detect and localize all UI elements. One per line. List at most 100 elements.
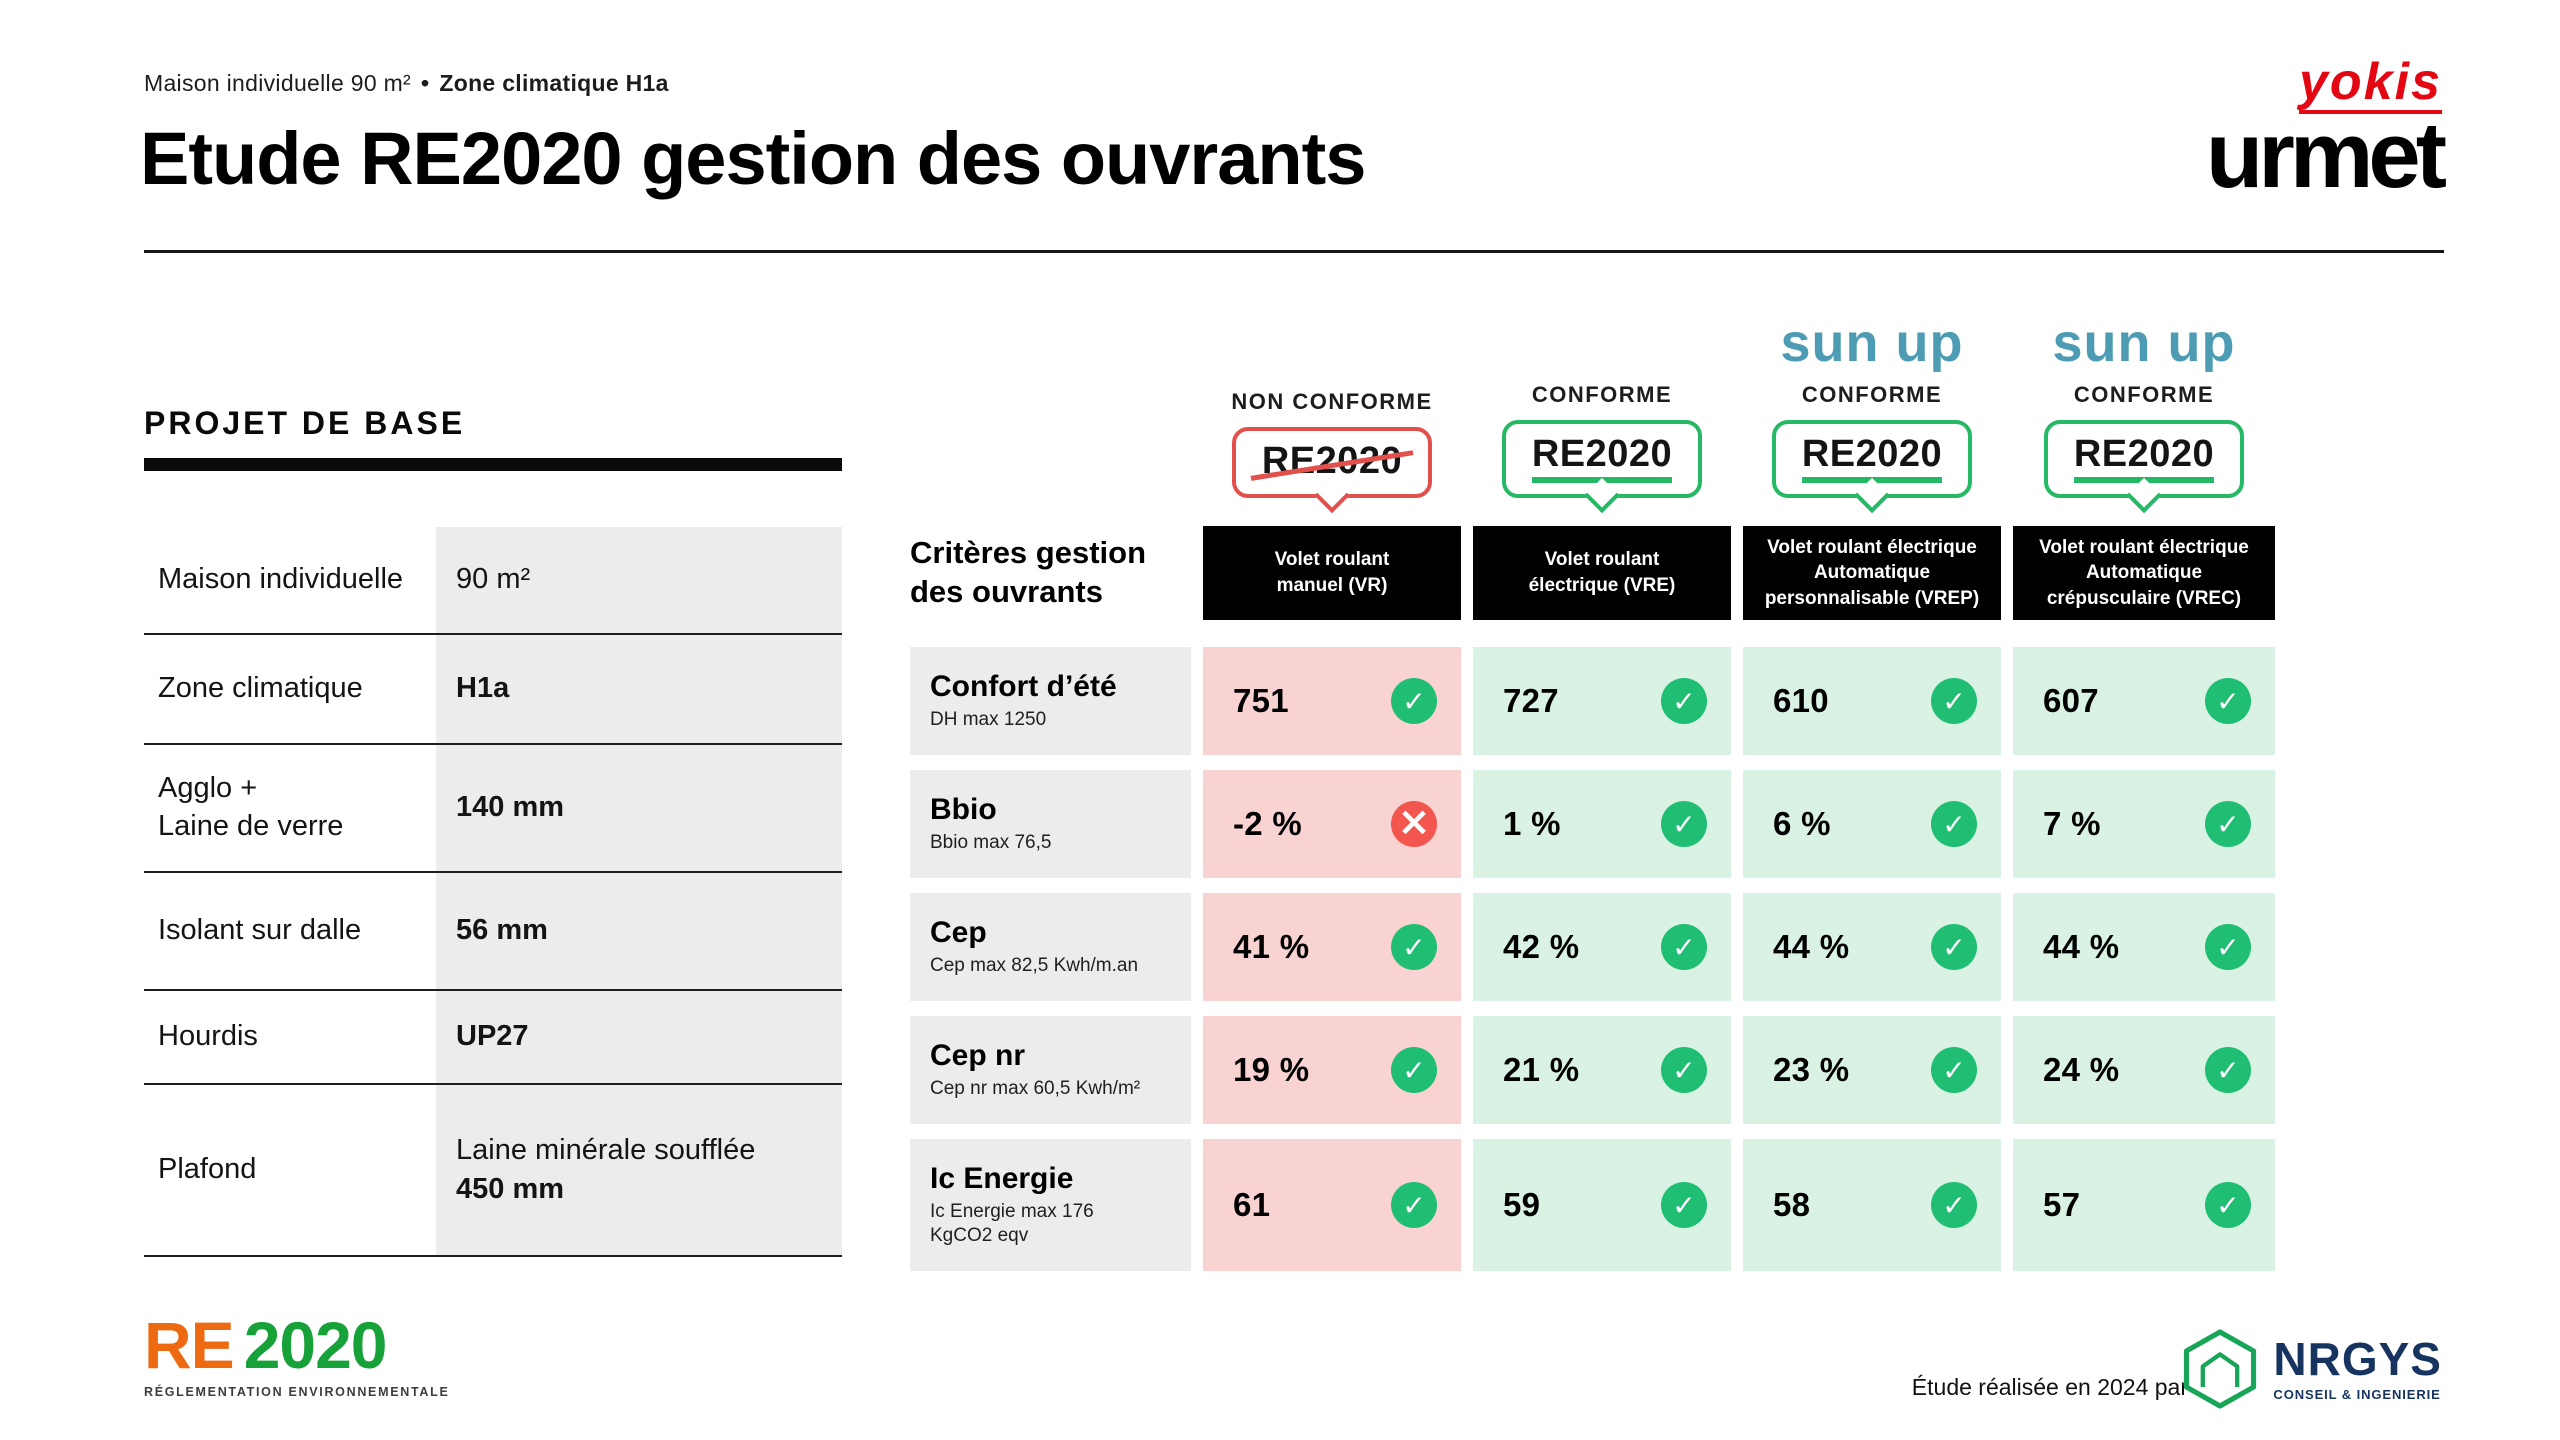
value-cell: 7 % (2013, 770, 2275, 878)
cell-value: 607 (2043, 682, 2099, 719)
status-icon (1391, 678, 1437, 724)
re2020-badge-text: RE2020 (2073, 433, 2215, 483)
status-icon (2205, 924, 2251, 970)
subtitle-separator: • (421, 70, 430, 96)
project-row-value: 90 m² (436, 527, 842, 633)
re2020-badge-text: RE2020 (1531, 433, 1673, 483)
status-icon (1661, 1047, 1707, 1093)
project-row-value: H1a (436, 635, 842, 743)
matrix-badges-row: NON CONFORME RE2020 CONFORME RE2020 sun … (910, 286, 2280, 498)
cell-value: 59 (1503, 1186, 1541, 1223)
value-cell: 58 (1743, 1139, 2001, 1271)
status-icon (2205, 1182, 2251, 1228)
status-icon (1931, 924, 1977, 970)
criteria-name: Cep nr (930, 1039, 1026, 1073)
project-table: Maison individuelle 90 m² Zone climatiqu… (144, 527, 842, 1257)
value-cell: 42 % (1473, 893, 1731, 1001)
cell-value: 61 (1233, 1186, 1271, 1223)
project-row: Zone climatique H1a (144, 635, 842, 745)
value-cell: 19 % (1203, 1016, 1461, 1124)
nrgys-house-icon (2184, 1329, 2257, 1409)
sunup-logo: sun up (1780, 313, 1964, 374)
column-badge-vrec: sun up CONFORME RE2020 (2013, 286, 2275, 498)
value-cell: 21 % (1473, 1016, 1731, 1124)
re2020-badge-text: RE2020 (1801, 433, 1943, 483)
subtitle-right: Zone climatique H1a (439, 70, 669, 96)
project-row-label: Hourdis (158, 1020, 258, 1053)
criteria-label-cell: Cep nr Cep nr max 60,5 Kwh/m² (910, 1016, 1191, 1124)
criteria-threshold: DH max 1250 (930, 709, 1047, 731)
project-row: Agglo + Laine de verre 140 mm (144, 745, 842, 873)
header-divider (144, 250, 2444, 253)
cell-value: 610 (1773, 682, 1829, 719)
project-row-label: Maison individuelle (158, 563, 404, 596)
status-icon (1661, 1182, 1707, 1228)
cell-value: 751 (1233, 682, 1289, 719)
column-header-vr: Volet roulant manuel (VR) (1203, 526, 1461, 620)
re2020-badge: RE2020 (2043, 420, 2245, 498)
cell-value: 24 % (2043, 1051, 2120, 1088)
criteria-row: Cep nr Cep nr max 60,5 Kwh/m² 19 % 21 % … (910, 1016, 2280, 1124)
status-icon (1391, 1047, 1437, 1093)
heading-underline-bar (144, 458, 842, 471)
urmet-logo: urmet (2205, 102, 2447, 207)
cell-value: 23 % (1773, 1051, 1850, 1088)
sunup-logo: sun up (2052, 313, 2236, 374)
re2020-badge: RE2020 (1501, 420, 1703, 498)
cell-value: 44 % (1773, 928, 1850, 965)
status-icon (1391, 801, 1437, 847)
cell-value: 727 (1503, 682, 1559, 719)
status-icon (1931, 1182, 1977, 1228)
project-row: Plafond Laine minérale soufflée 450 mm (144, 1085, 842, 1257)
page-title: Etude RE2020 gestion des ouvrants (140, 117, 1366, 200)
nrgys-logo: NRGYS CONSEIL & INGENIERIE (2177, 1326, 2442, 1412)
project-row-label: Isolant sur dalle (158, 914, 362, 947)
project-row: Maison individuelle 90 m² (144, 527, 842, 635)
criteria-threshold: Cep nr max 60,5 Kwh/m² (930, 1078, 1141, 1100)
value-cell: 1 % (1473, 770, 1731, 878)
criteria-name: Confort d’été (930, 670, 1117, 704)
cell-value: 6 % (1773, 805, 1831, 842)
criteria-row: Ic Energie Ic Energie max 176 KgCO2 eqv … (910, 1139, 2280, 1271)
cell-value: 19 % (1233, 1051, 1310, 1088)
project-row-label: Zone climatique (158, 672, 363, 705)
re2020-badge: RE2020 (1231, 427, 1433, 498)
value-cell: 61 (1203, 1139, 1461, 1271)
project-row: Isolant sur dalle 56 mm (144, 873, 842, 991)
status-icon (1661, 801, 1707, 847)
value-cell: 727 (1473, 647, 1731, 755)
project-row-value: Laine minérale soufflée 450 mm (436, 1085, 842, 1255)
nrgys-name: NRGYS (2273, 1333, 2442, 1385)
status-icon (1931, 1047, 1977, 1093)
project-row-label: Plafond (158, 1153, 257, 1186)
cell-value: -2 % (1233, 805, 1303, 842)
status-icon (2205, 801, 2251, 847)
value-cell: 57 (2013, 1139, 2275, 1271)
criteria-threshold: Cep max 82,5 Kwh/m.an (930, 955, 1139, 977)
status-icon (1661, 924, 1707, 970)
value-cell: 607 (2013, 647, 2275, 755)
cell-value: 57 (2043, 1186, 2081, 1223)
criteria-label-cell: Cep Cep max 82,5 Kwh/m.an (910, 893, 1191, 1001)
criteria-row: Cep Cep max 82,5 Kwh/m.an 41 % 42 % 44 %… (910, 893, 2280, 1001)
value-cell: 44 % (2013, 893, 2275, 1001)
column-header-vrep: Volet roulant électrique Automatique per… (1743, 526, 2001, 620)
criteria-label-cell: Ic Energie Ic Energie max 176 KgCO2 eqv (910, 1139, 1191, 1271)
re2020-badge-text: RE2020 (1261, 440, 1403, 482)
project-base-panel: PROJET DE BASE Maison individuelle 90 m²… (144, 404, 842, 1257)
re2020-logo-caption: RÉGLEMENTATION ENVIRONNEMENTALE (144, 1385, 450, 1399)
conformity-status-label: NON CONFORME (1231, 389, 1433, 414)
project-row-label: Agglo + Laine de verre (158, 772, 344, 842)
matrix-header-row: Critères gestion des ouvrants Volet roul… (910, 526, 2280, 620)
value-cell: 23 % (1743, 1016, 2001, 1124)
status-icon (2205, 678, 2251, 724)
status-icon (1391, 924, 1437, 970)
value-cell: 24 % (2013, 1016, 2275, 1124)
credit-text: Étude réalisée en 2024 par (1911, 1374, 2188, 1400)
value-cell: 751 (1203, 647, 1461, 755)
subtitle-left: Maison individuelle 90 m² (144, 70, 412, 96)
value-cell: 610 (1743, 647, 2001, 755)
status-icon (1661, 678, 1707, 724)
brand-logo: yokis urmet (2205, 56, 2447, 207)
status-icon (2205, 1047, 2251, 1093)
